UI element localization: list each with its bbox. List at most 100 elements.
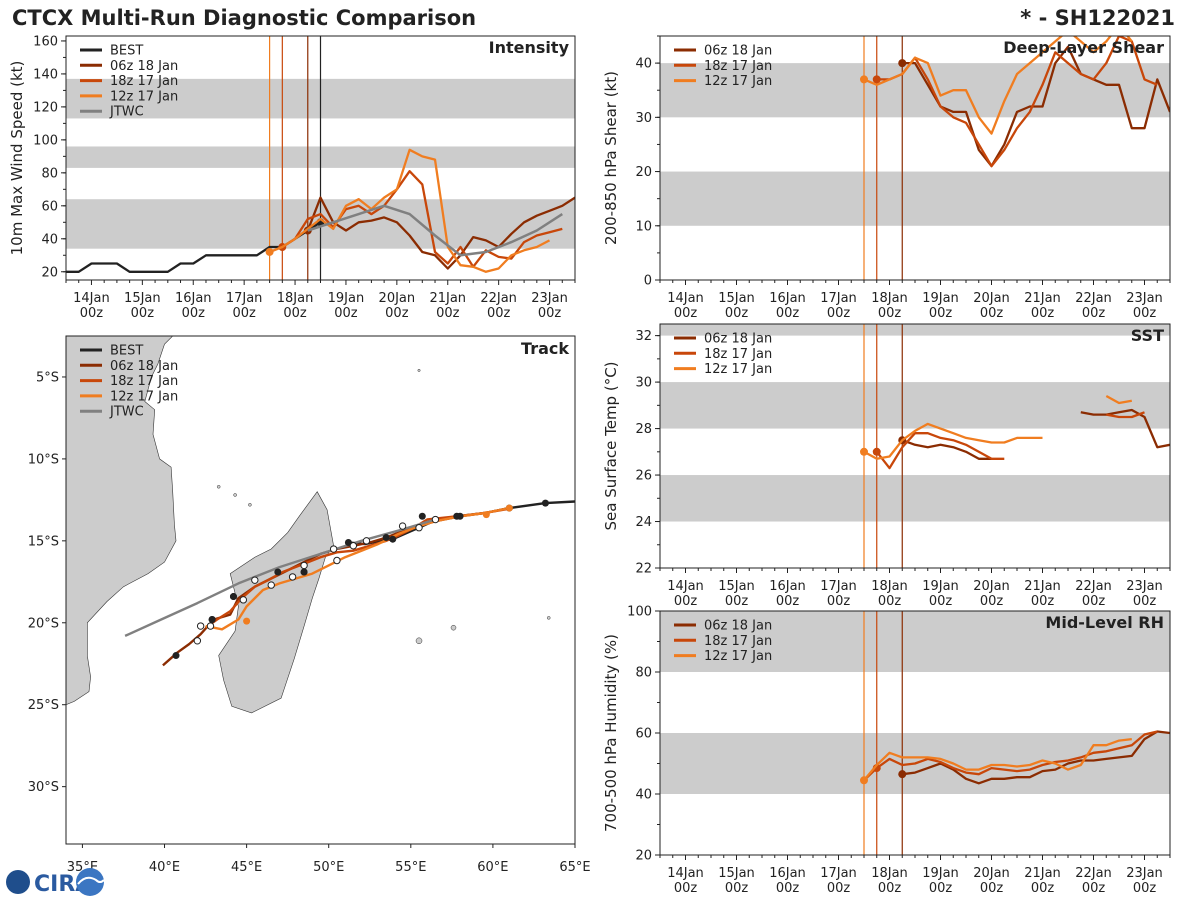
band-1 xyxy=(660,63,1170,118)
legend-label-06z-18-jan: 06z 18 Jan xyxy=(110,59,178,74)
y-tick-label: 24 xyxy=(635,515,652,530)
track-marker-12z-17-jan xyxy=(505,504,513,512)
x-tick-label-line: 22Jan xyxy=(480,291,517,306)
legend-label-06z-18-jan: 06z 18 Jan xyxy=(704,619,772,634)
x-tick-label: 19Jan 00z xyxy=(328,291,365,321)
track-marker-06z-18-jan xyxy=(382,534,390,542)
x-tick-label-line: 00z xyxy=(725,306,749,321)
track-marker-12z-17-jan xyxy=(482,511,490,519)
x-tick-label: 21Jan 00z xyxy=(1024,579,1061,609)
y-axis-label: 200-850 hPa Shear (kt) xyxy=(602,71,620,245)
x-tick-label-line: 00z xyxy=(929,306,953,321)
x-tick-label: 21Jan 00z xyxy=(1024,866,1061,896)
y-tick-label: 15°S xyxy=(28,534,59,549)
x-tick-label: 18Jan 00z xyxy=(277,291,314,321)
x-tick-label-line: 17Jan xyxy=(820,866,857,881)
x-tick-label-line: 00z xyxy=(929,881,953,896)
x-tick-label: 20Jan 00z xyxy=(973,866,1010,896)
track-marker-best xyxy=(541,499,549,507)
init-marker-12z-17-jan xyxy=(860,776,868,785)
track-open-marker-jtwc xyxy=(329,545,338,553)
x-tick-label: 21Jan 00z xyxy=(429,291,466,321)
x-tick-label: 18Jan 00z xyxy=(871,579,908,609)
init-marker-18z-17-jan xyxy=(872,447,881,456)
x-tick-label-line: 20Jan xyxy=(379,291,416,306)
track-marker-06z-18-jan xyxy=(172,652,180,660)
axes-frame xyxy=(65,335,576,845)
series-line-06z-18-jan xyxy=(306,196,575,270)
x-tick-label-line: 00z xyxy=(182,306,206,321)
x-tick-label: 16Jan 00z xyxy=(769,866,806,896)
island-3 xyxy=(216,485,221,489)
init-marker-18z-17-jan xyxy=(872,75,881,84)
x-tick-label: 14Jan 00z xyxy=(667,866,704,896)
series-line-best xyxy=(66,221,322,273)
x-tick-label-line: 00z xyxy=(674,881,698,896)
x-tick-label-line: 14Jan xyxy=(667,291,704,306)
series-group xyxy=(66,148,575,273)
series-line-06z-18-jan xyxy=(902,45,1170,168)
y-tick-label: 28 xyxy=(635,422,652,437)
logo-wave-stroke xyxy=(77,876,105,885)
x-tick-label: 22Jan 00z xyxy=(1075,579,1112,609)
x-tick-label-line: 18Jan xyxy=(871,579,908,594)
y-tick-label: 100 xyxy=(627,605,652,620)
x-tick-label-line: 00z xyxy=(1082,306,1106,321)
x-tick-label-line: 21Jan xyxy=(1024,579,1061,594)
y-axis-label: 700-500 hPa Humidity (%) xyxy=(602,634,620,832)
x-tick-label-line: 00z xyxy=(827,881,851,896)
x-tick-label-line: 00z xyxy=(334,306,358,321)
x-tick-label-line: 00z xyxy=(80,306,104,321)
track-open-marker-jtwc xyxy=(196,622,205,630)
x-tick-label-line: 14Jan xyxy=(667,579,704,594)
x-tick-label-line: 21Jan xyxy=(1024,866,1061,881)
y-tick-label: 120 xyxy=(33,100,58,115)
y-tick-label: 20 xyxy=(635,849,652,864)
x-tick-label: 17Jan 00z xyxy=(226,291,263,321)
series-line-06z-18-jan xyxy=(902,730,1170,785)
track-line-06z-18-jan xyxy=(162,506,510,667)
x-tick-label: 19Jan 00z xyxy=(922,579,959,609)
x-tick-label: 19Jan 00z xyxy=(922,866,959,896)
track-open-marker-jtwc xyxy=(431,515,440,524)
x-tick-label-line: 23Jan xyxy=(531,291,568,306)
island-5 xyxy=(248,503,252,507)
x-tick-label: 50°E xyxy=(313,860,344,875)
x-tick-label-line: 19Jan xyxy=(922,866,959,881)
cira-logo: CIRA xyxy=(6,868,105,897)
x-tick-label: 65°E xyxy=(559,860,590,875)
x-tick-label: 16Jan 00z xyxy=(769,579,806,609)
series-line-18z-17-jan xyxy=(876,36,1158,168)
series-line-12z-17-jan xyxy=(863,737,1132,782)
track-marker-best xyxy=(389,535,397,543)
y-tick-label: 20°S xyxy=(28,616,59,631)
x-tick-label-line: 21Jan xyxy=(1024,291,1061,306)
track-open-marker-jtwc xyxy=(300,561,308,570)
x-tick-label-line: 23Jan xyxy=(1126,866,1163,881)
track-marker-06z-18-jan xyxy=(456,512,464,520)
track-open-marker-jtwc xyxy=(239,596,248,604)
storm-id: * - SH122021 xyxy=(1020,6,1175,30)
x-tick-label-line: 00z xyxy=(980,306,1004,321)
island-1 xyxy=(450,624,457,631)
legend-label-12z-17-jan: 12z 17 Jan xyxy=(704,649,772,664)
x-tick-label-line: 19Jan xyxy=(922,579,959,594)
madagascar-landmass xyxy=(218,491,334,714)
x-tick-label-line: 00z xyxy=(827,306,851,321)
x-tick-label-line: 00z xyxy=(436,306,460,321)
x-tick-label-line: 00z xyxy=(1031,881,1055,896)
series-line-12z-17-jan xyxy=(269,148,551,273)
x-tick-label-line: 16Jan xyxy=(175,291,212,306)
x-tick-label: 22Jan 00z xyxy=(480,291,517,321)
x-tick-label: 60°E xyxy=(477,860,508,875)
x-tick-label-line: 00z xyxy=(1133,594,1157,609)
x-tick-label: 14Jan 00z xyxy=(667,291,704,321)
x-tick-label-line: 17Jan xyxy=(820,579,857,594)
track-marker-18z-17-jan xyxy=(418,512,426,520)
x-tick-label-line: 17Jan xyxy=(820,291,857,306)
series-line-jtwc xyxy=(307,204,563,257)
x-tick-label-line: 22Jan xyxy=(1075,866,1112,881)
x-tick-label-line: 18Jan xyxy=(871,291,908,306)
